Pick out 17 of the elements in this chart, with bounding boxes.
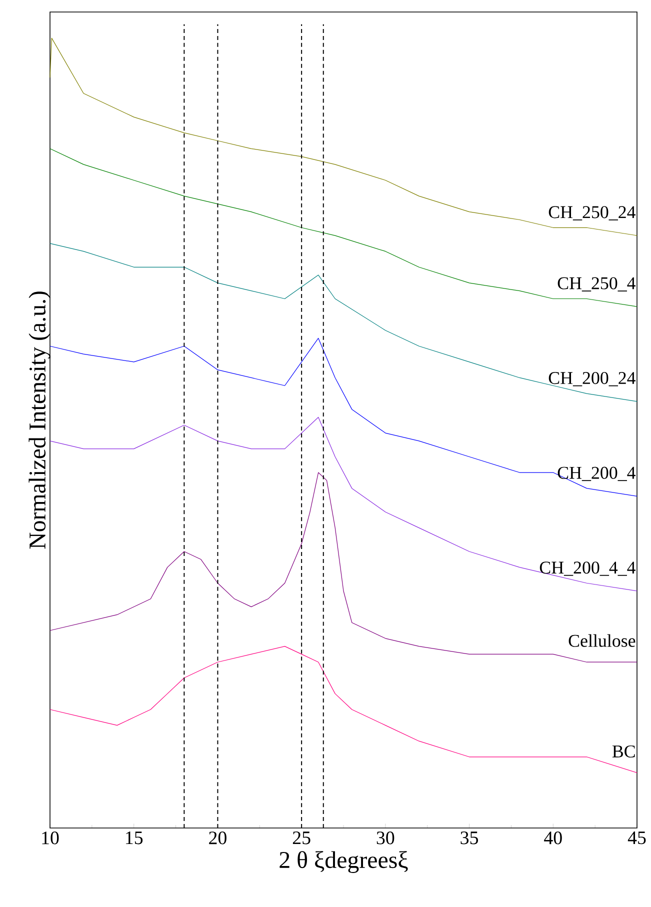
series-label: BC <box>612 745 635 758</box>
series-label: CH_200_4_4 <box>540 562 636 576</box>
series-label: CH_200_24 <box>548 372 636 386</box>
series-label: CH_250_4 <box>558 277 636 292</box>
y-axis-title: Normalized Intensity (a.u.) <box>28 292 50 549</box>
x-tick-label: 20 <box>209 832 226 844</box>
x-tick-label: 30 <box>376 832 394 844</box>
x-tick-label: 10 <box>42 832 59 844</box>
x-tick-label: 15 <box>126 832 143 844</box>
series-label: Cellulose <box>568 634 636 647</box>
series-label: CH_200_4 <box>558 466 636 482</box>
x-axis-title: 2 θ ξdegreesξ <box>280 851 408 873</box>
x-tick-label: 25 <box>292 832 310 844</box>
x-tick-label: 40 <box>544 832 562 844</box>
series-label: CH_250_24 <box>548 206 636 220</box>
x-tick-label: 45 <box>628 832 646 844</box>
x-tick-label: 35 <box>460 832 478 844</box>
